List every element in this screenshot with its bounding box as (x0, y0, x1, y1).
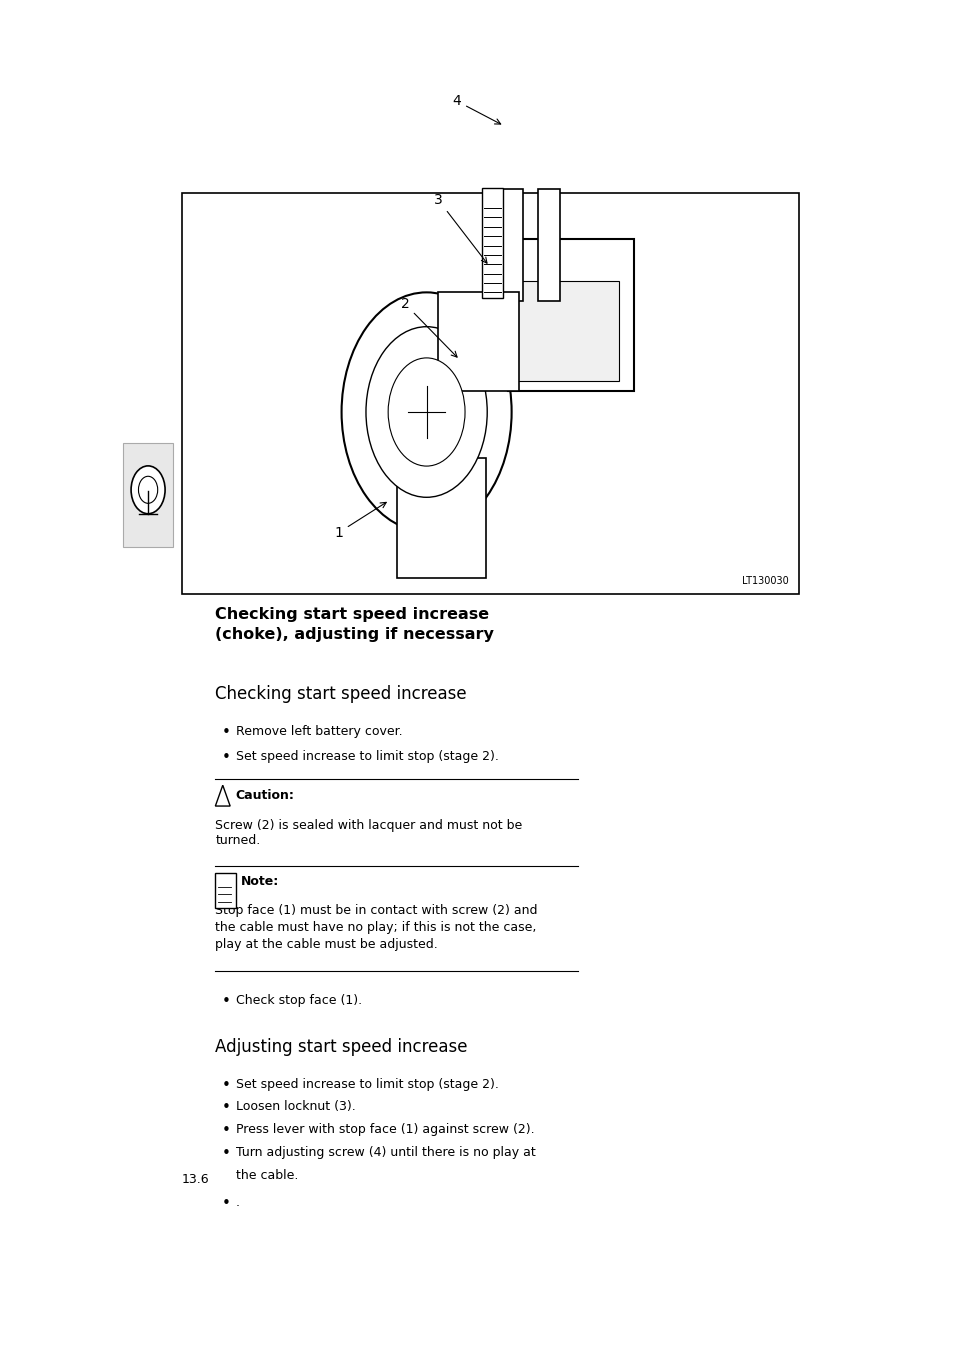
Text: 2: 2 (400, 297, 456, 357)
Text: !: ! (220, 792, 225, 801)
Text: Press lever with stop face (1) against screw (2).: Press lever with stop face (1) against s… (235, 1123, 534, 1136)
Bar (500, 189, 522, 301)
Bar (481, 188, 502, 297)
Bar (507, 239, 633, 392)
Circle shape (131, 466, 165, 513)
Bar (437, 292, 518, 392)
Bar (215, 873, 235, 908)
Text: Turn adjusting screw (4) until there is no play at: Turn adjusting screw (4) until there is … (235, 1146, 536, 1159)
Text: •: • (221, 1196, 230, 1210)
Text: .: . (235, 1196, 240, 1209)
Circle shape (388, 358, 464, 466)
Text: LT130030: LT130030 (740, 576, 787, 585)
Text: •: • (221, 725, 230, 740)
Text: Set speed increase to limit stop (stage 2).: Set speed increase to limit stop (stage … (235, 750, 498, 763)
Text: Checking start speed increase
(choke), adjusting if necessary: Checking start speed increase (choke), a… (215, 608, 494, 642)
Text: Stop face (1) must be in contact with screw (2) and
the cable must have no play;: Stop face (1) must be in contact with sc… (215, 904, 537, 951)
Bar (396, 458, 485, 578)
Circle shape (138, 477, 157, 504)
Text: •: • (221, 1146, 230, 1162)
Text: the cable.: the cable. (235, 1169, 298, 1182)
Text: •: • (221, 1078, 230, 1093)
Text: Remove left battery cover.: Remove left battery cover. (235, 725, 402, 738)
Text: Note:: Note: (241, 874, 279, 888)
Text: 1: 1 (334, 503, 386, 539)
Text: 3: 3 (434, 193, 486, 263)
Text: Screw (2) is sealed with lacquer and must not be
turned.: Screw (2) is sealed with lacquer and mus… (215, 819, 522, 847)
Text: Checking start speed increase: Checking start speed increase (215, 685, 467, 704)
Circle shape (341, 292, 511, 532)
Text: •: • (221, 1101, 230, 1116)
Text: Adjusting start speed increase: Adjusting start speed increase (215, 1038, 467, 1056)
Text: 4: 4 (452, 95, 500, 124)
Text: Loosen locknut (3).: Loosen locknut (3). (235, 1101, 355, 1113)
Polygon shape (215, 785, 230, 807)
Text: 13.6: 13.6 (182, 1173, 210, 1186)
Circle shape (366, 327, 487, 497)
Text: Set speed increase to limit stop (stage 2).: Set speed increase to limit stop (stage … (235, 1078, 498, 1090)
Bar (123, 443, 173, 547)
Text: Caution:: Caution: (235, 789, 294, 802)
Text: Check stop face (1).: Check stop face (1). (235, 994, 362, 1008)
Text: •: • (221, 994, 230, 1009)
Bar (515, 281, 618, 381)
Bar (537, 189, 559, 301)
Bar (182, 193, 799, 594)
Text: •: • (221, 1123, 230, 1139)
Text: •: • (221, 750, 230, 765)
